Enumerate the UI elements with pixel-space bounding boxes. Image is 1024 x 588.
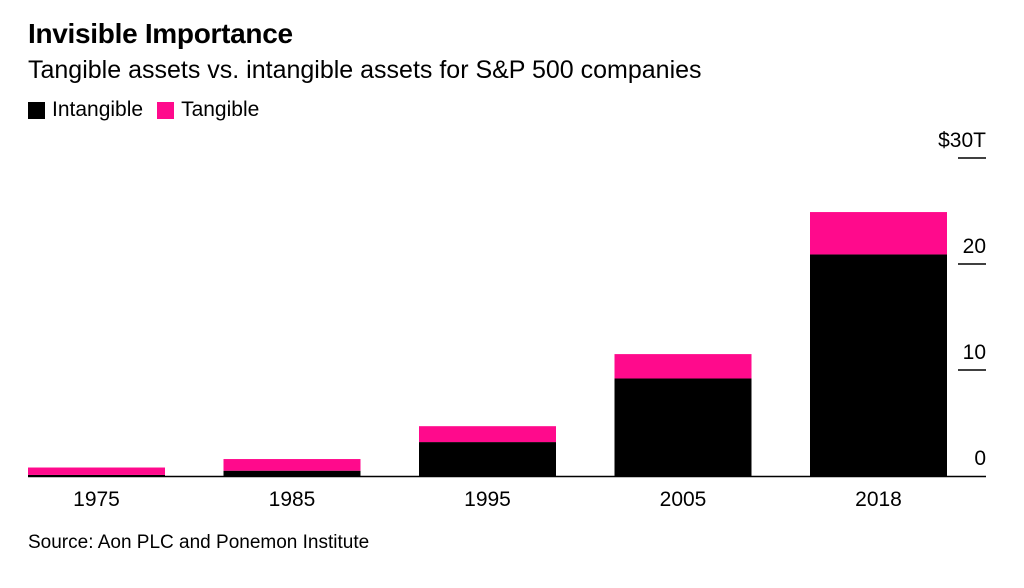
legend-item-tangible: Tangible (157, 98, 259, 122)
bar-intangible-2018 (810, 254, 947, 476)
bar-tangible-1985 (223, 459, 361, 471)
x-tick-label-1995: 1995 (464, 488, 511, 511)
bar-tangible-2018 (810, 212, 947, 255)
x-tick-label-1975: 1975 (73, 488, 120, 511)
legend-swatch-tangible (157, 101, 175, 119)
y-tick-label-30: $30T (938, 129, 986, 152)
bar-intangible-1975 (28, 474, 165, 476)
legend-label-intangible: Intangible (52, 98, 144, 121)
chart-legend: Intangible Tangible (28, 98, 273, 122)
legend-swatch-intangible (28, 101, 45, 119)
y-tick-label-20: 20 (963, 235, 986, 258)
x-axis: 1975 1985 1995 2005 2018 (28, 475, 986, 511)
bar-intangible-1995 (419, 442, 556, 476)
bar-intangible-2005 (614, 378, 752, 476)
x-tick-label-2018: 2018 (855, 488, 902, 511)
legend-item-intangible: Intangible (28, 98, 143, 122)
y-tick-label-10: 10 (963, 341, 986, 364)
bar-intangible-1985 (223, 470, 361, 476)
bar-tangible-2005 (614, 354, 752, 379)
bar-tangible-1995 (419, 426, 556, 443)
bar-tangible-1975 (28, 467, 165, 475)
legend-label-tangible: Tangible (181, 98, 260, 121)
source-note: Source: Aon PLC and Ponemon Institute (28, 532, 370, 553)
bars-group (28, 212, 947, 476)
chart-title: Invisible Importance (28, 18, 293, 49)
x-tick-label-2005: 2005 (660, 488, 707, 511)
y-axis: 0 10 20 $30T (938, 129, 986, 470)
chart-subtitle: Tangible assets vs. intangible assets fo… (28, 56, 702, 84)
y-tick-label-0: 0 (974, 447, 986, 470)
x-tick-label-1985: 1985 (269, 488, 316, 511)
